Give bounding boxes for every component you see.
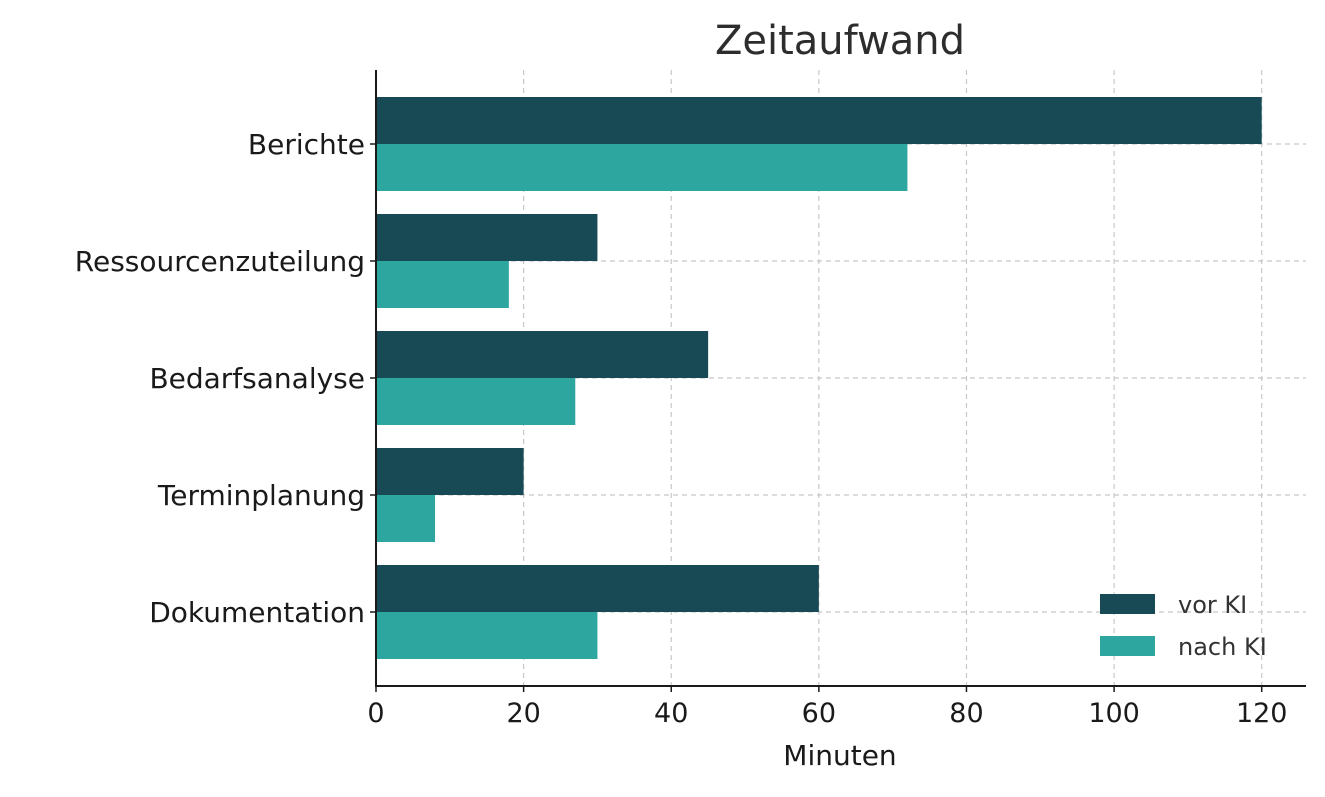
legend: vor KI nach KI — [1100, 591, 1267, 661]
bar-nach-ki-3 — [376, 495, 436, 542]
bar-vor-ki-4 — [376, 565, 819, 612]
y-tick-label: Bedarfsanalyse — [149, 362, 365, 395]
legend-swatch-vor-ki — [1100, 594, 1155, 614]
x-tick-label: 100 — [1088, 698, 1140, 729]
legend-label: vor KI — [1178, 591, 1247, 619]
axes — [370, 70, 1306, 692]
bar-vor-ki-2 — [376, 331, 709, 378]
chart-title: Zeitaufwand — [715, 18, 965, 64]
bar-nach-ki-0 — [376, 144, 908, 191]
bar-vor-ki-1 — [376, 214, 598, 261]
x-tick-label: 80 — [949, 698, 983, 729]
legend-label: nach KI — [1178, 633, 1267, 661]
legend-swatch-nach-ki — [1100, 636, 1155, 656]
bar-nach-ki-1 — [376, 261, 509, 308]
x-tick-label: 120 — [1236, 698, 1288, 729]
x-axis-label: Minuten — [783, 739, 896, 772]
y-tick-label: Terminplanung — [157, 479, 365, 512]
bar-nach-ki-4 — [376, 612, 598, 659]
y-tick-label: Ressourcenzuteilung — [75, 245, 365, 278]
y-tick-label: Dokumentation — [149, 596, 365, 629]
bars — [376, 97, 1262, 659]
x-tick-label: 0 — [367, 698, 384, 729]
bar-vor-ki-3 — [376, 448, 524, 495]
x-tick-label: 20 — [506, 698, 540, 729]
labels: 0 20 40 60 80 100 120 Berichte Ressourcenzuteilu… — [75, 18, 1288, 772]
bar-nach-ki-2 — [376, 378, 576, 425]
x-tick-label: 60 — [802, 698, 836, 729]
x-tick-label: 40 — [654, 698, 688, 729]
y-tick-label: Berichte — [248, 128, 365, 161]
bar-vor-ki-0 — [376, 97, 1262, 144]
